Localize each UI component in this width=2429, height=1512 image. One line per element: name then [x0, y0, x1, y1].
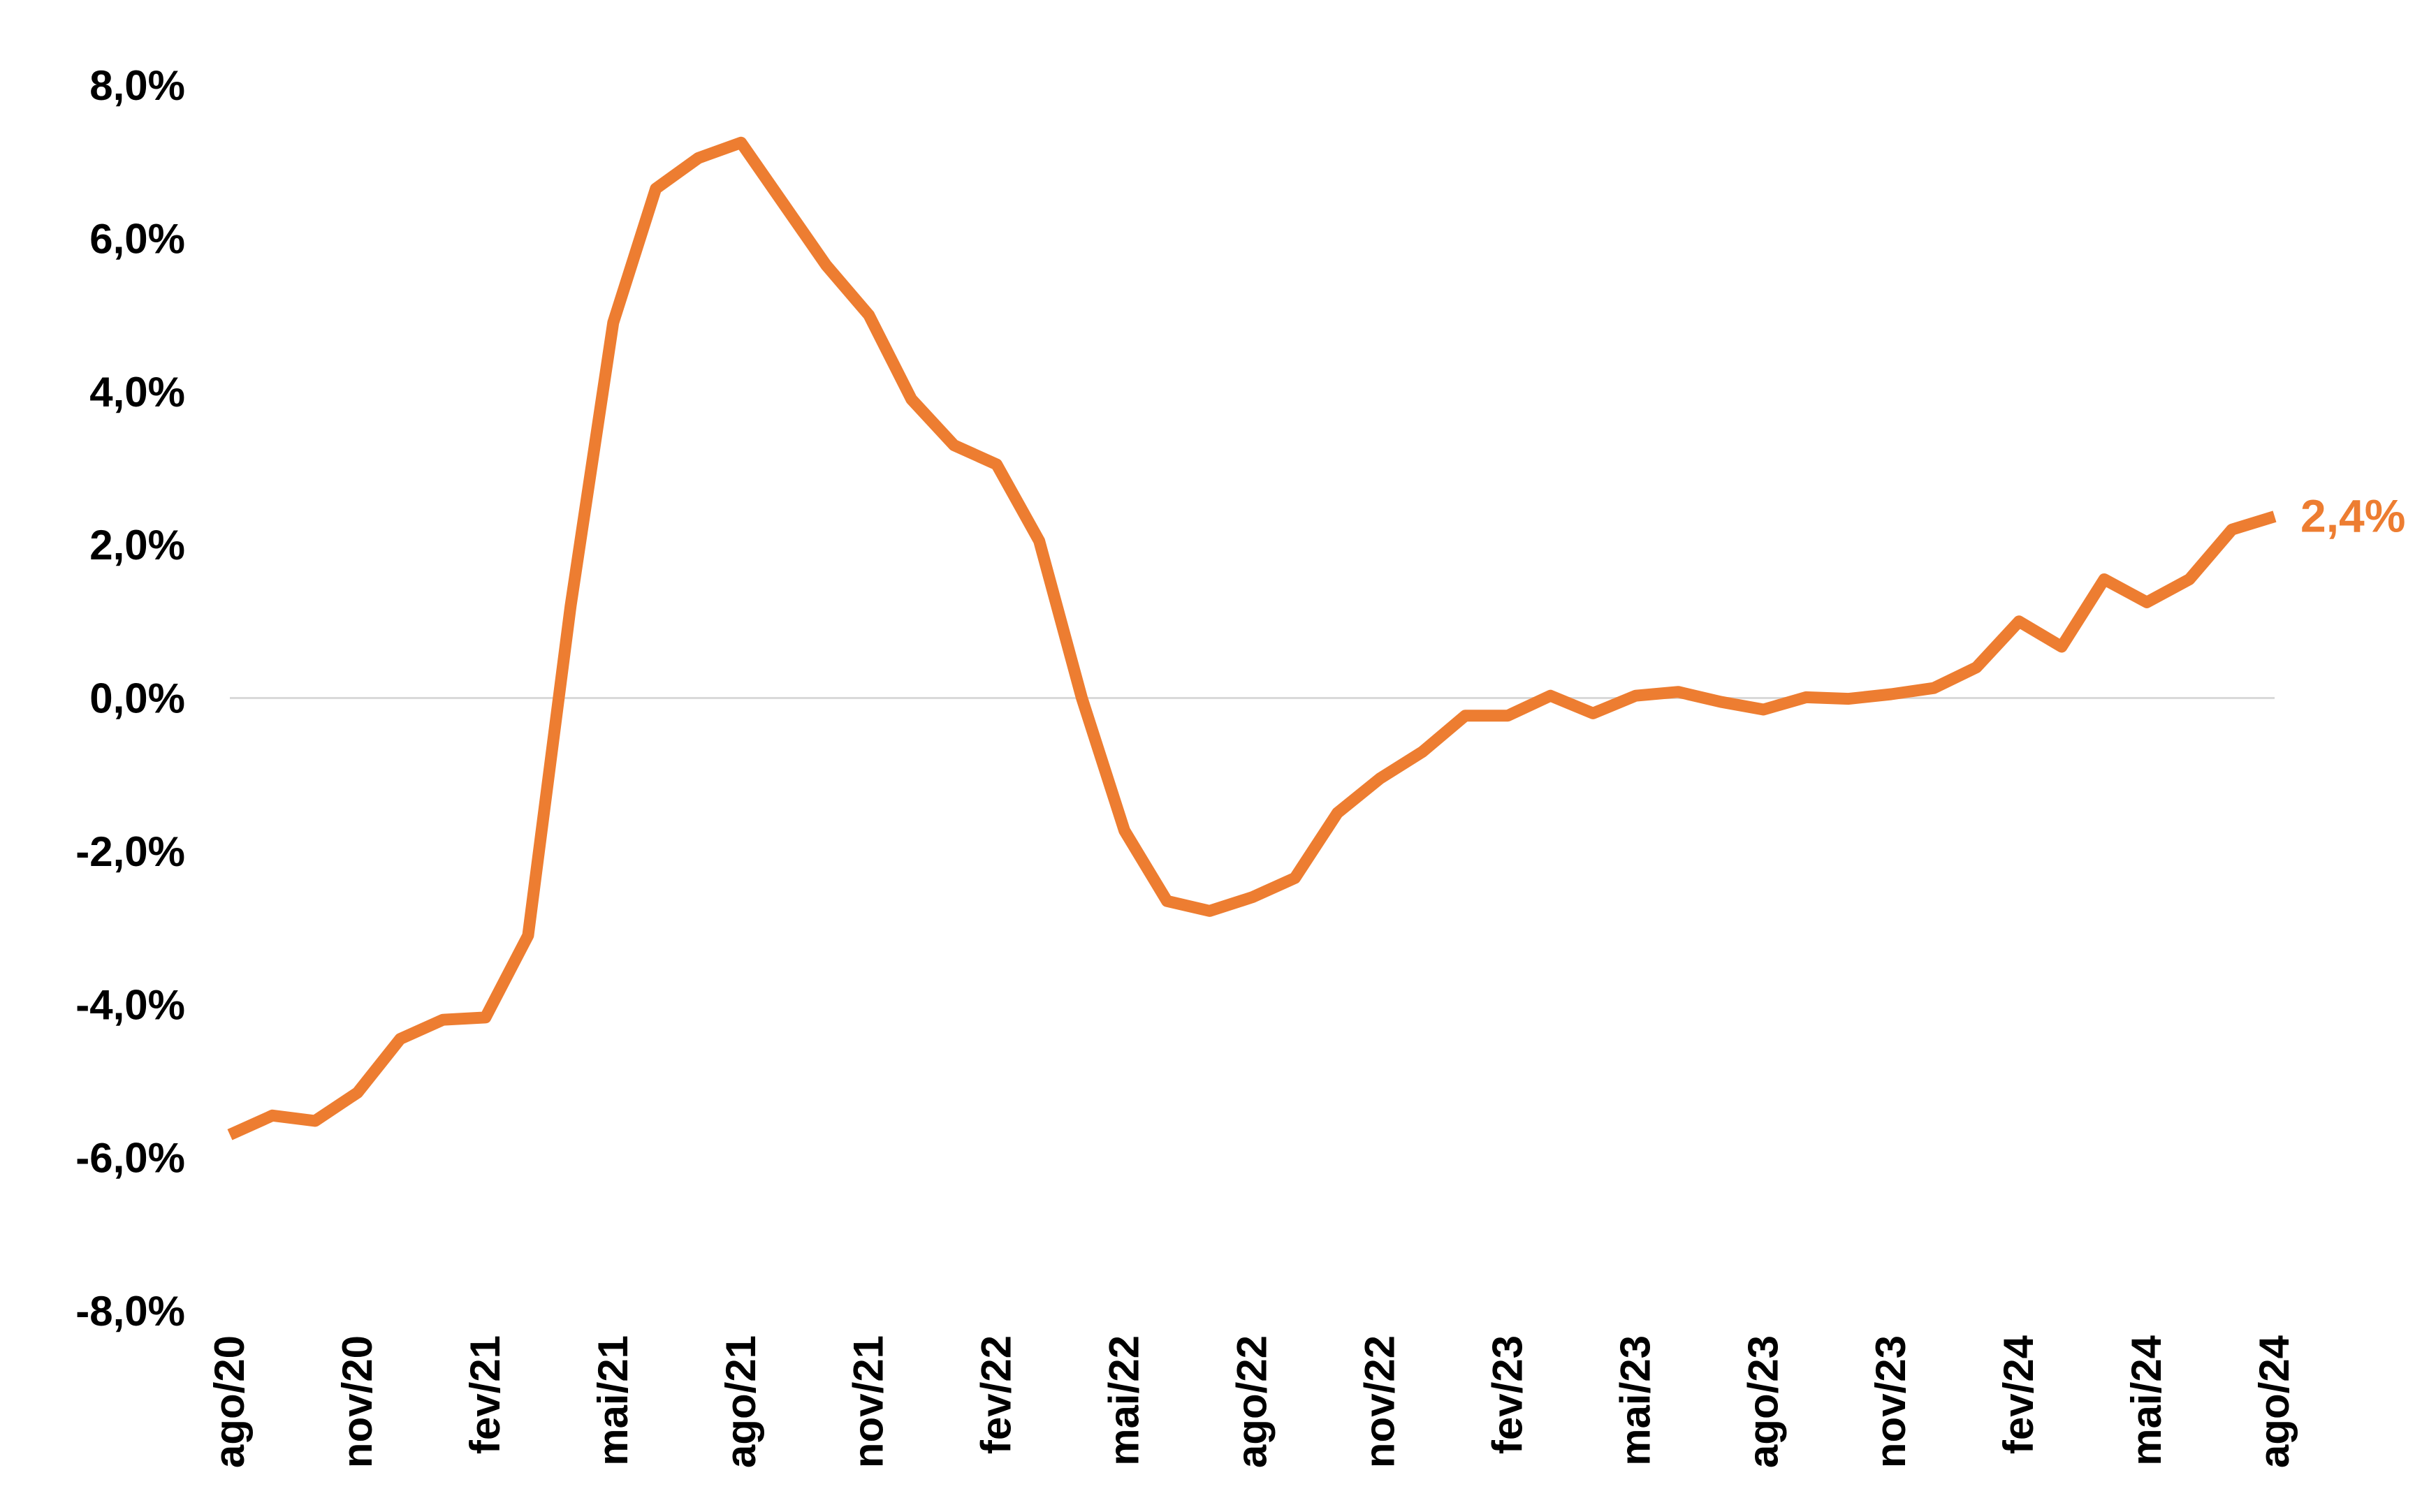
- data-point: [1167, 900, 1168, 902]
- x-tick-label: nov/23: [1867, 1335, 1914, 1468]
- series-line: [227, 136, 2277, 1140]
- y-tick-label: -8,0%: [75, 1288, 185, 1335]
- y-tick-label: 6,0%: [89, 215, 185, 262]
- data-point: [1677, 691, 1679, 693]
- data-point: [400, 1038, 401, 1040]
- data-point: [1507, 715, 1508, 717]
- y-tick-label: -2,0%: [75, 828, 185, 875]
- data-point: [485, 1017, 486, 1018]
- y-axis: 8,0% 6,0% 4,0% 2,0% 0,0% -2,0% -4,0% -6,0% -8,0%: [75, 62, 185, 1335]
- data-point: [1209, 910, 1211, 911]
- x-tick-label: mai/23: [1612, 1335, 1658, 1466]
- data-point: [1464, 715, 1466, 717]
- x-axis: ago/20 nov/20 fev/21 mai/21 ago/21 nov/21 fev/…: [206, 1335, 2298, 1468]
- x-tick-label: fev/23: [1484, 1335, 1531, 1454]
- data-point: [1848, 698, 1849, 700]
- data-point: [911, 399, 912, 400]
- data-point: [1890, 693, 1892, 695]
- data-point: [613, 322, 614, 323]
- data-point: [442, 1019, 444, 1020]
- data-point: [868, 314, 870, 316]
- data-point: [2018, 621, 2020, 622]
- x-tick-label: ago/23: [1739, 1335, 1786, 1468]
- data-point: [655, 188, 657, 189]
- data-point: [1337, 812, 1338, 814]
- x-tick-label: ago/21: [717, 1335, 764, 1468]
- data-point: [1422, 751, 1423, 752]
- data-point: [996, 464, 998, 465]
- x-tick-label: fev/22: [973, 1335, 1020, 1454]
- x-tick-label: mai/21: [590, 1335, 636, 1466]
- data-point: [2146, 601, 2147, 603]
- y-tick-label: 4,0%: [89, 369, 185, 416]
- data-point: [1039, 541, 1040, 542]
- x-tick-label: fev/24: [1995, 1335, 2042, 1454]
- data-point: [783, 203, 785, 205]
- y-tick-label: 0,0%: [89, 675, 185, 722]
- x-tick-label: ago/20: [206, 1335, 253, 1468]
- data-point: [229, 1134, 231, 1136]
- data-point: [570, 605, 571, 607]
- data-point: [1720, 701, 1721, 703]
- last-value-label: 2,4%: [2300, 490, 2405, 542]
- x-tick-label: fev/21: [462, 1335, 509, 1454]
- x-tick-label: nov/22: [1356, 1335, 1403, 1468]
- data-point: [698, 157, 699, 159]
- data-point: [826, 265, 827, 266]
- data-point: [1124, 830, 1125, 831]
- x-tick-label: ago/24: [2251, 1335, 2298, 1468]
- series-layer: [227, 136, 2277, 1140]
- x-tick-label: mai/24: [2123, 1335, 2170, 1465]
- data-point: [314, 1120, 316, 1122]
- data-point: [1933, 687, 1934, 689]
- data-point: [1549, 695, 1551, 696]
- x-tick-label: mai/22: [1101, 1335, 1148, 1466]
- data-point: [1294, 877, 1296, 879]
- data-point: [1081, 698, 1083, 699]
- y-tick-label: -4,0%: [75, 981, 185, 1028]
- y-tick-label: 2,0%: [89, 522, 185, 568]
- data-point: [527, 935, 529, 937]
- data-point: [357, 1092, 358, 1093]
- x-tick-label: nov/20: [334, 1335, 381, 1468]
- data-point: [2189, 579, 2190, 580]
- data-point: [2103, 579, 2105, 580]
- data-point: [1635, 695, 1636, 696]
- data-point: [1763, 709, 1764, 710]
- data-point: [1976, 667, 1977, 668]
- x-tick-label: ago/22: [1229, 1335, 1276, 1468]
- data-point: [954, 445, 955, 446]
- data-point: [1592, 712, 1593, 714]
- data-point: [1805, 696, 1807, 698]
- y-tick-label: 8,0%: [89, 62, 185, 109]
- y-tick-label: -6,0%: [75, 1135, 185, 1182]
- data-point: [272, 1115, 273, 1116]
- data-point: [2274, 516, 2275, 518]
- data-point: [741, 142, 742, 143]
- x-tick-label: nov/21: [845, 1335, 892, 1468]
- data-point: [1379, 778, 1380, 779]
- data-point: [1252, 897, 1253, 898]
- data-point: [2231, 529, 2233, 530]
- data-point: [2061, 646, 2062, 647]
